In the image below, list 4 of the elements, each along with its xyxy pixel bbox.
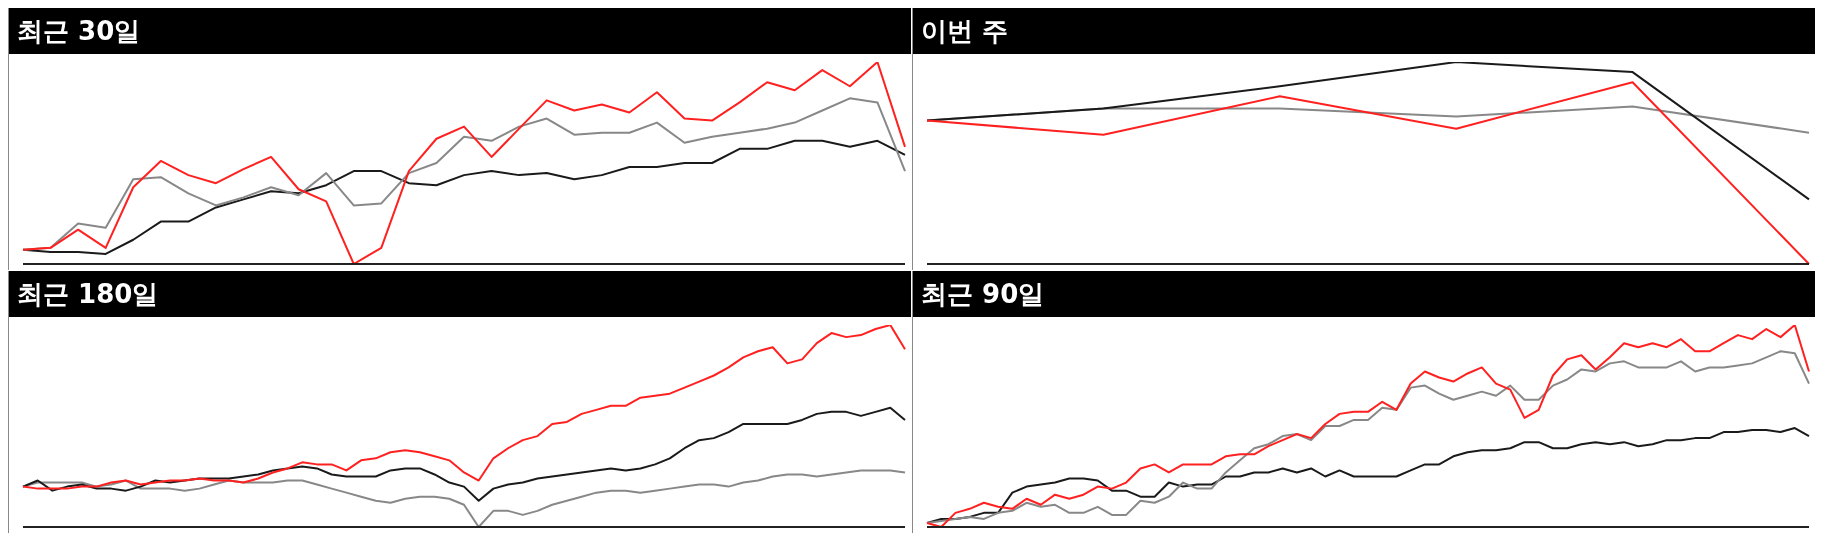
chart-title: 최근 180일 (9, 271, 911, 317)
chart-title: 최근 90일 (913, 271, 1815, 317)
chart-title: 최근 30일 (9, 8, 911, 54)
chart-title: 이번 주 (913, 8, 1815, 54)
